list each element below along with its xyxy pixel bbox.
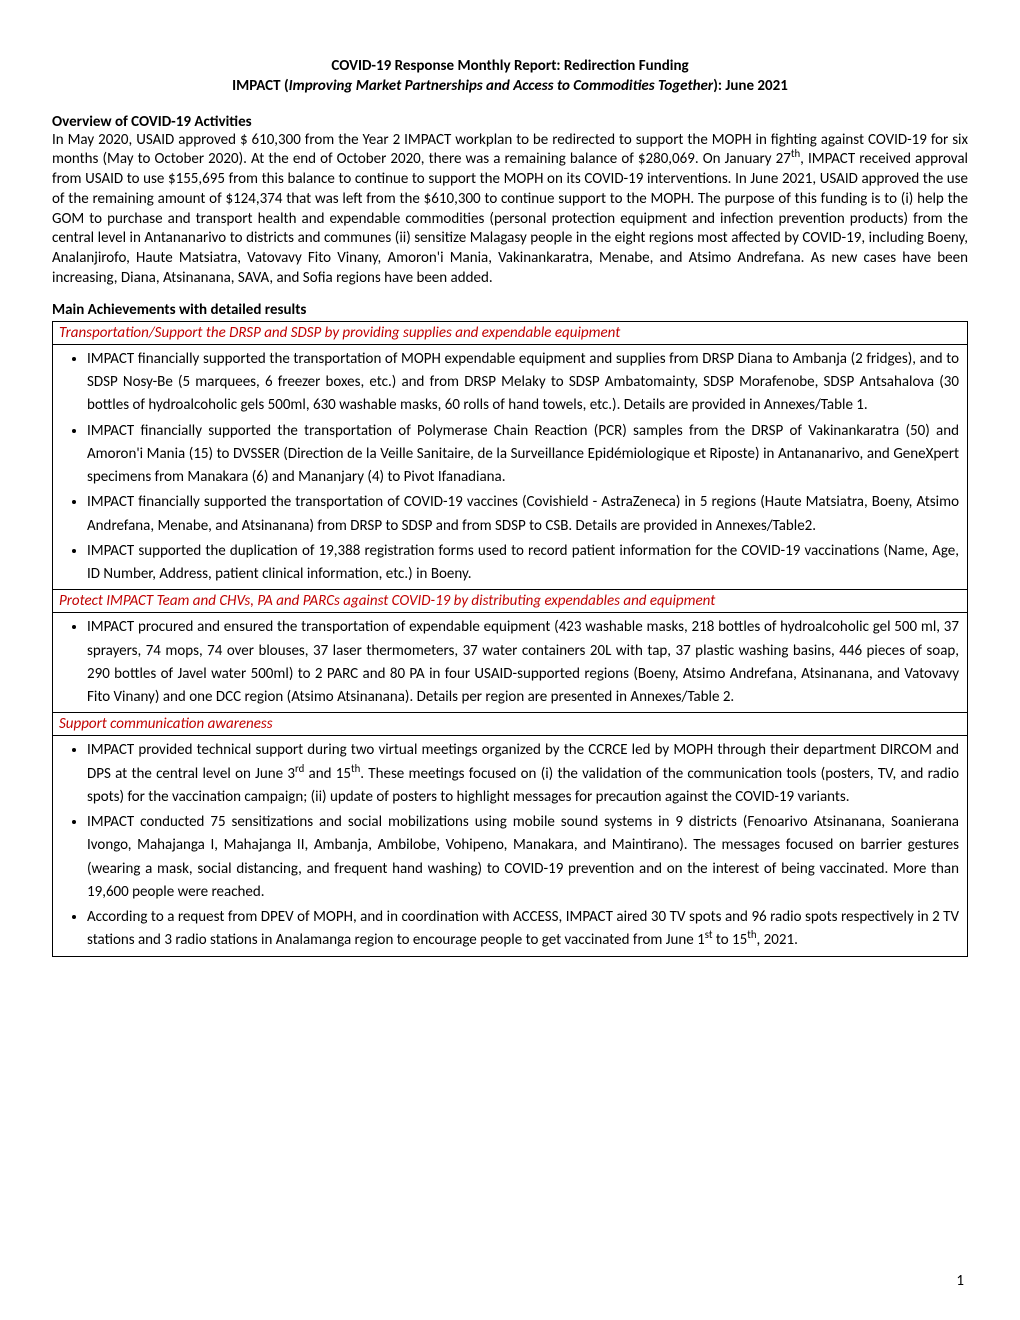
section-subhead: Support communication awareness <box>53 713 968 736</box>
list-item: IMPACT procured and ensured the transpor… <box>87 615 961 710</box>
list-item: IMPACT financially supported the transpo… <box>87 490 961 539</box>
list-item: IMPACT financially supported the transpo… <box>87 419 961 491</box>
document-title: COVID-19 Response Monthly Report: Redire… <box>52 56 968 97</box>
section-subhead: Protect IMPACT Team and CHVs, PA and PAR… <box>53 590 968 613</box>
section-body: IMPACT financially supported the transpo… <box>53 344 968 590</box>
section-subhead: Transportation/Support the DRSP and SDSP… <box>53 321 968 344</box>
title-line-2: IMPACT (Improving Market Partnerships an… <box>52 76 968 96</box>
section-body: IMPACT procured and ensured the transpor… <box>53 613 968 713</box>
document-page: COVID-19 Response Monthly Report: Redire… <box>0 0 1020 1320</box>
section-body: IMPACT provided technical support during… <box>53 736 968 956</box>
list-item: IMPACT provided technical support during… <box>87 738 961 810</box>
title-line-1: COVID-19 Response Monthly Report: Redire… <box>52 56 968 76</box>
achievements-heading: Main Achievements with detailed results <box>52 301 968 319</box>
achievements-table: Transportation/Support the DRSP and SDSP… <box>52 321 968 957</box>
bullet-list: IMPACT financially supported the transpo… <box>59 347 961 588</box>
page-number: 1 <box>956 1272 964 1290</box>
title-suffix: ): June 2021 <box>713 77 788 95</box>
bullet-list: IMPACT procured and ensured the transpor… <box>59 615 961 710</box>
list-item: According to a request from DPEV of MOPH… <box>87 905 961 954</box>
list-item: IMPACT financially supported the transpo… <box>87 347 961 419</box>
title-italic: Improving Market Partnerships and Access… <box>289 77 714 95</box>
bullet-list: IMPACT provided technical support during… <box>59 738 961 953</box>
list-item: IMPACT conducted 75 sensitizations and s… <box>87 810 961 905</box>
list-item: IMPACT supported the duplication of 19,3… <box>87 539 961 588</box>
overview-heading: Overview of COVID-19 Activities <box>52 113 968 131</box>
title-prefix: IMPACT ( <box>232 77 289 95</box>
overview-body: In May 2020, USAID approved $ 610,300 fr… <box>52 131 968 289</box>
